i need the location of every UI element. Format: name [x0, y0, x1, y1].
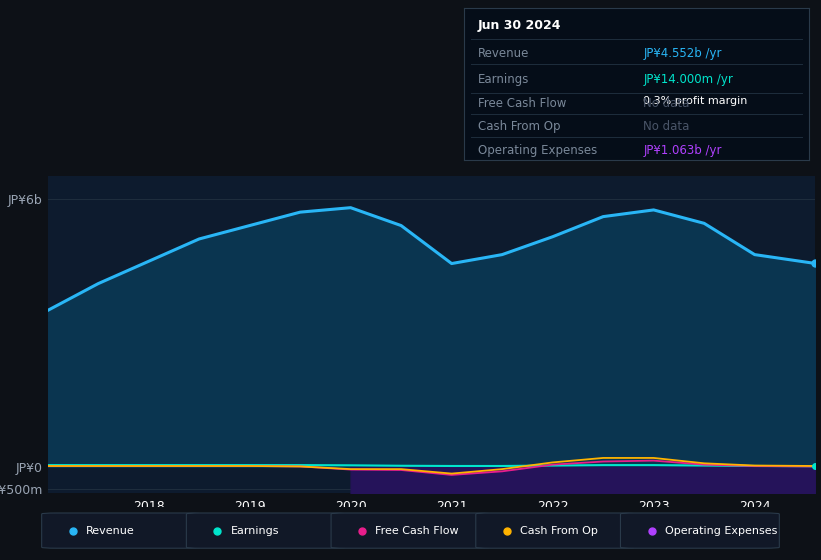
Text: Cash From Op: Cash From Op	[521, 526, 598, 535]
FancyBboxPatch shape	[621, 513, 779, 548]
Text: 0.3% profit margin: 0.3% profit margin	[643, 96, 748, 106]
Text: Cash From Op: Cash From Op	[478, 120, 560, 133]
Text: Earnings: Earnings	[231, 526, 279, 535]
Text: Revenue: Revenue	[478, 47, 529, 60]
FancyBboxPatch shape	[42, 513, 200, 548]
Text: Jun 30 2024: Jun 30 2024	[478, 19, 562, 32]
Text: JP¥14.000m /yr: JP¥14.000m /yr	[643, 73, 733, 86]
Text: No data: No data	[643, 97, 690, 110]
Text: Earnings: Earnings	[478, 73, 529, 86]
FancyBboxPatch shape	[186, 513, 346, 548]
Text: Operating Expenses: Operating Expenses	[665, 526, 777, 535]
Text: Free Cash Flow: Free Cash Flow	[375, 526, 459, 535]
FancyBboxPatch shape	[331, 513, 490, 548]
FancyBboxPatch shape	[476, 513, 635, 548]
Text: Free Cash Flow: Free Cash Flow	[478, 97, 566, 110]
Text: Revenue: Revenue	[86, 526, 135, 535]
Text: Operating Expenses: Operating Expenses	[478, 144, 597, 157]
Text: No data: No data	[643, 120, 690, 133]
Text: JP¥4.552b /yr: JP¥4.552b /yr	[643, 47, 722, 60]
Text: JP¥1.063b /yr: JP¥1.063b /yr	[643, 144, 722, 157]
